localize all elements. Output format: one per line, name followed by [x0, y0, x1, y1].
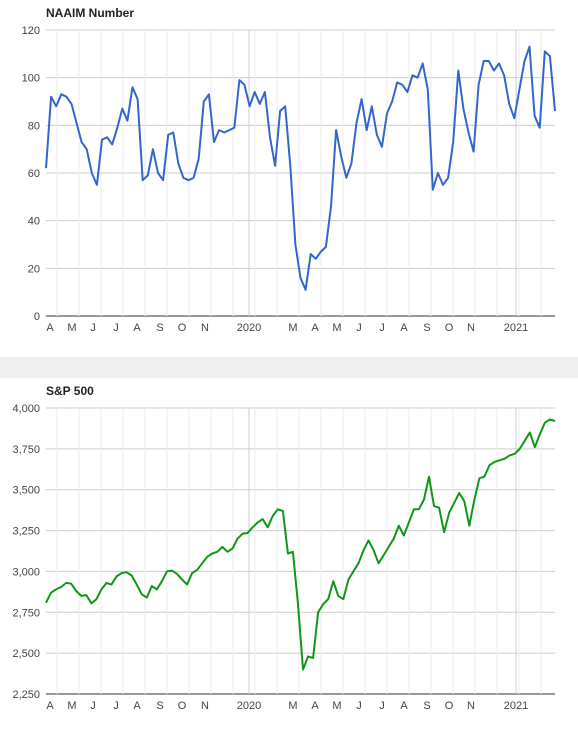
- y-tick-label: 3,000: [12, 566, 40, 578]
- series-line: [45, 45, 556, 291]
- x-tick-label: M: [332, 700, 341, 712]
- x-tick-label: J: [379, 322, 385, 334]
- x-tick-label: 2021: [504, 700, 528, 712]
- x-tick-label: N: [201, 322, 209, 334]
- x-tick-label: O: [445, 700, 454, 712]
- chart-title: S&P 500: [46, 384, 94, 398]
- x-tick-label: N: [201, 700, 209, 712]
- x-tick-label: 2020: [237, 322, 261, 334]
- x-tick-label: A: [46, 322, 54, 334]
- series-line: [45, 418, 556, 671]
- y-tick-label: 3,500: [12, 485, 40, 497]
- x-tick-label: J: [113, 700, 119, 712]
- x-tick-label: S: [423, 322, 430, 334]
- x-tick-label: A: [133, 700, 141, 712]
- x-tick-label: A: [400, 700, 408, 712]
- y-tick-label: 120: [22, 25, 40, 37]
- x-tick-label: M: [288, 700, 297, 712]
- x-tick-label: 2021: [504, 322, 528, 334]
- x-tick-label: 2020: [237, 700, 261, 712]
- x-tick-label: M: [332, 322, 341, 334]
- y-tick-label: 2,250: [12, 689, 40, 701]
- x-tick-label: J: [379, 700, 385, 712]
- x-tick-label: S: [423, 700, 430, 712]
- naaim-chart-panel: NAAIM Number 0 20 40 60 80 100 120 A M J J A S O N 2020…: [0, 0, 578, 357]
- y-tick-label: 100: [22, 73, 40, 85]
- x-tick-label: N: [467, 700, 475, 712]
- y-tick-label: 4,000: [12, 403, 40, 415]
- x-tick-label: A: [133, 322, 141, 334]
- y-tick-label: 2,500: [12, 648, 40, 660]
- sp500-chart-panel: S&P 500 2,250 2,500 2,750 3,000 3,250 3,500 3,…: [0, 378, 578, 738]
- x-tick-label: A: [311, 322, 319, 334]
- y-tick-label: 20: [28, 263, 40, 275]
- sp500-chart-svg: 2,250 2,500 2,750 3,000 3,250 3,500 3,750 4,000…: [12, 403, 556, 712]
- x-tick-label: O: [445, 322, 454, 334]
- naaim-chart-svg: 0 20 40 60 80 100 120 A M J J A S O N 2020 M A M J J A S O N 2021: [22, 25, 556, 334]
- y-tick-label: 80: [28, 120, 40, 132]
- x-tick-label: J: [90, 322, 96, 334]
- x-tick-label: O: [178, 322, 187, 334]
- x-tick-label: S: [156, 322, 163, 334]
- y-tick-label: 2,750: [12, 607, 40, 619]
- y-tick-label: 3,750: [12, 444, 40, 456]
- x-tick-label: M: [67, 700, 76, 712]
- x-tick-label: A: [46, 700, 54, 712]
- y-tick-label: 40: [28, 216, 40, 228]
- x-tick-label: J: [113, 322, 119, 334]
- x-tick-label: J: [356, 322, 362, 334]
- panel-divider: [0, 357, 578, 378]
- x-tick-label: J: [90, 700, 96, 712]
- x-tick-label: J: [356, 700, 362, 712]
- y-tick-label: 3,250: [12, 526, 40, 538]
- x-tick-label: N: [467, 322, 475, 334]
- x-tick-label: A: [311, 700, 319, 712]
- y-tick-label: 0: [34, 311, 40, 323]
- y-tick-label: 60: [28, 168, 40, 180]
- x-tick-label: O: [178, 700, 187, 712]
- x-tick-label: A: [400, 322, 408, 334]
- x-tick-label: M: [67, 322, 76, 334]
- x-tick-label: M: [288, 322, 297, 334]
- chart-title: NAAIM Number: [46, 6, 135, 20]
- x-tick-label: S: [156, 700, 163, 712]
